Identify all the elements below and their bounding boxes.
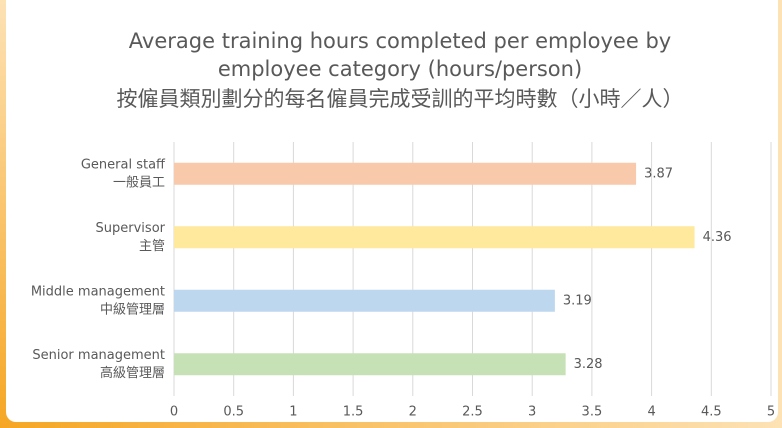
y-tick-label: 主管 xyxy=(139,239,165,254)
y-tick-label: 高級管理層 xyxy=(100,365,165,381)
x-tick-label: 2 xyxy=(409,405,417,420)
y-tick-label: 一般員工 xyxy=(113,174,165,190)
data-label: 3.28 xyxy=(574,357,603,372)
x-tick-label: 4.5 xyxy=(701,405,722,420)
y-tick-label: 中級管理層 xyxy=(100,302,165,317)
panel xyxy=(6,0,778,422)
bar xyxy=(174,226,695,249)
x-tick-label: 3.5 xyxy=(582,405,603,420)
y-tick-label: Senior management xyxy=(32,348,165,363)
chart-title: Average training hours completed per emp… xyxy=(129,29,671,53)
y-tick-label: General staff xyxy=(81,157,166,172)
x-tick-label: 1.5 xyxy=(343,405,364,420)
chart-title: employee category (hours/person) xyxy=(218,57,582,81)
x-tick-label: 3 xyxy=(528,405,536,420)
x-tick-label: 1 xyxy=(289,405,297,420)
data-label: 3.87 xyxy=(644,166,673,181)
x-tick-label: 0.5 xyxy=(223,405,244,420)
data-label: 3.19 xyxy=(563,293,592,308)
x-tick-label: 2.5 xyxy=(462,405,483,420)
bar xyxy=(174,289,555,312)
y-tick-label: Supervisor xyxy=(96,221,166,236)
x-tick-label: 0 xyxy=(170,405,178,420)
y-tick-label: Middle management xyxy=(31,284,165,299)
x-tick-label: 5 xyxy=(767,405,775,420)
bar xyxy=(174,162,637,185)
bar xyxy=(174,353,566,376)
chart-subtitle: 按僱員類別劃分的每名僱員完成受訓的平均時數（小時／人） xyxy=(117,87,684,111)
x-tick-label: 4 xyxy=(647,405,655,420)
data-label: 4.36 xyxy=(703,230,732,245)
